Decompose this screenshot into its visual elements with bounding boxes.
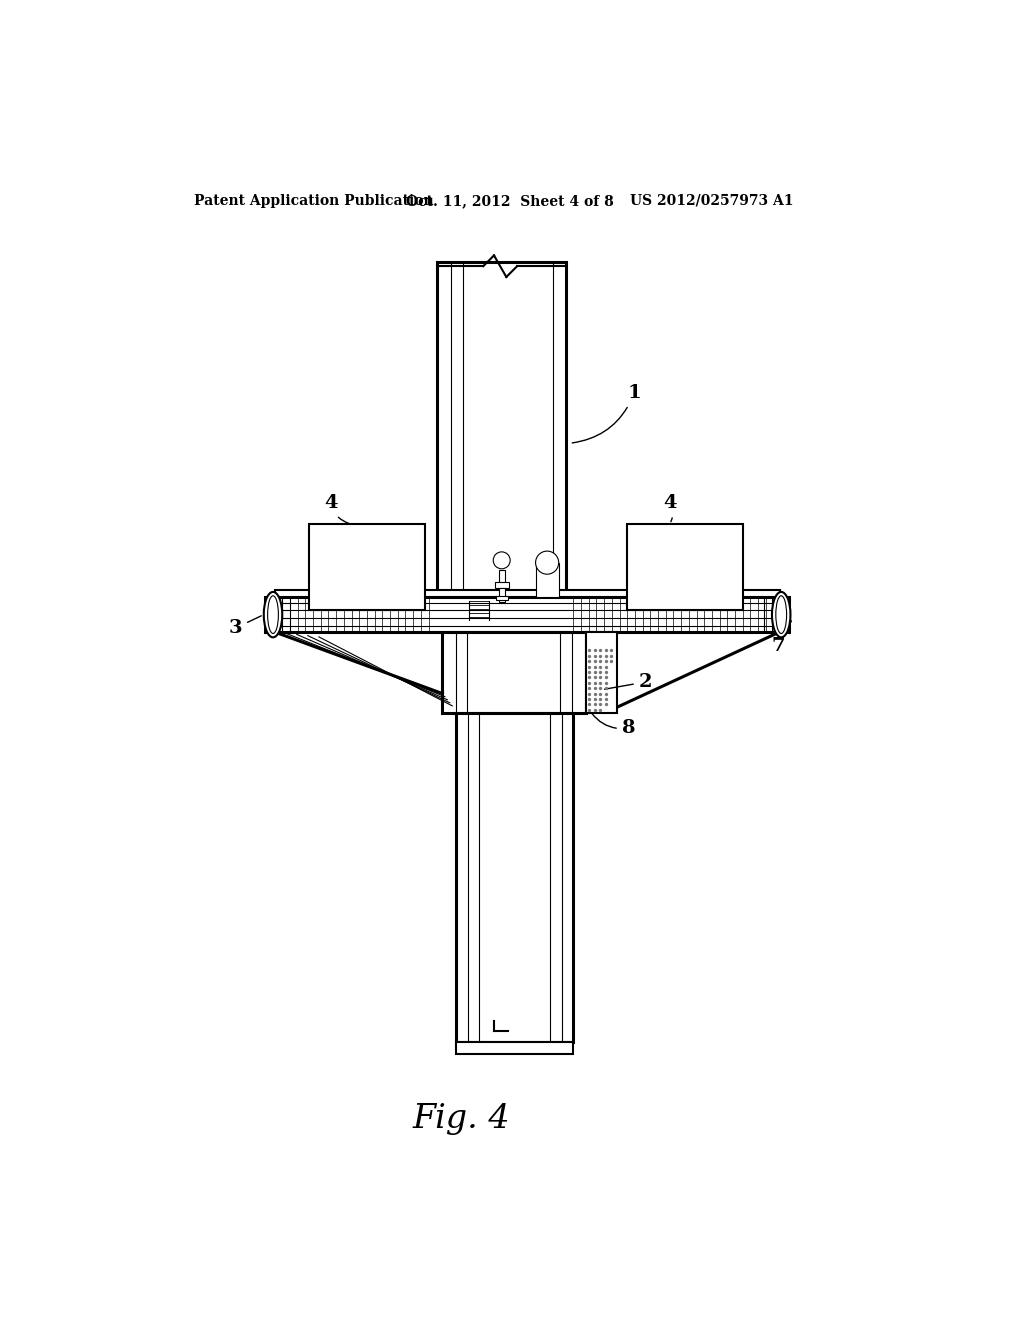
Ellipse shape [776, 595, 786, 634]
Ellipse shape [536, 552, 559, 574]
Ellipse shape [772, 591, 791, 638]
Text: Oct. 11, 2012  Sheet 4 of 8: Oct. 11, 2012 Sheet 4 of 8 [407, 194, 614, 207]
Text: 2: 2 [604, 673, 652, 690]
Text: 4: 4 [663, 495, 676, 521]
Text: 4: 4 [324, 495, 349, 523]
Bar [587, 632, 617, 713]
Bar [437, 263, 565, 597]
Text: Patent Application Publication: Patent Application Publication [194, 194, 433, 207]
Text: Fig. 4: Fig. 4 [413, 1104, 511, 1135]
Bar [499, 570, 505, 583]
Ellipse shape [267, 595, 279, 634]
Bar [265, 597, 788, 632]
Bar [496, 595, 508, 599]
Bar [495, 582, 509, 589]
Text: 7: 7 [771, 620, 792, 655]
Text: US 2012/0257973 A1: US 2012/0257973 A1 [630, 194, 793, 207]
Bar [442, 632, 587, 713]
Bar [456, 1043, 573, 1053]
Text: 1: 1 [572, 384, 641, 444]
Text: 3: 3 [228, 616, 261, 638]
Bar [456, 713, 573, 1043]
Text: 8: 8 [592, 714, 635, 737]
Ellipse shape [264, 591, 283, 638]
Bar [499, 589, 505, 602]
Bar [274, 590, 779, 597]
Circle shape [494, 552, 510, 569]
Bar [628, 524, 742, 610]
Bar [309, 524, 425, 610]
Bar [536, 562, 559, 597]
